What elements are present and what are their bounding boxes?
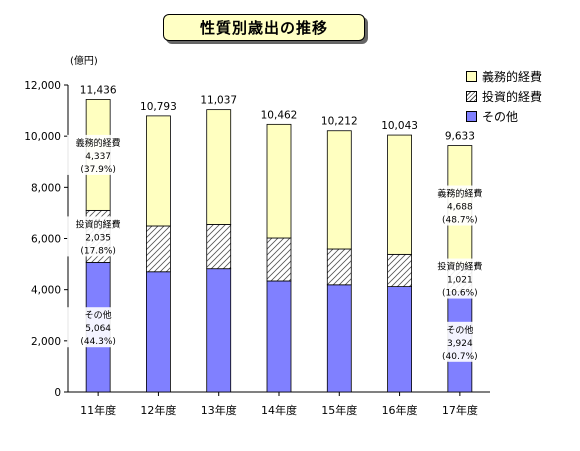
annotation-text: (10.6%)	[442, 289, 478, 299]
annotation-text: 4,688	[447, 203, 473, 213]
legend: 義務的経費 投資的経費 その他	[466, 66, 542, 126]
bar-segment-toshi	[387, 253, 412, 287]
annotation-bg	[67, 307, 130, 348]
bar-segment-toshi	[266, 237, 292, 282]
y-tick-label: 6,000	[31, 234, 61, 246]
annotation-gimu: 義務的経費 4,337 (37.9%)	[67, 134, 130, 175]
annotation-sonota: その他 5,064 (44.3%)	[67, 307, 130, 348]
x-tick-label: 14年度	[261, 403, 297, 417]
x-tick-label: 15年度	[321, 403, 357, 417]
bar-segment-gimu	[266, 123, 292, 239]
total-label: 9,633	[445, 131, 475, 143]
chart-title: 性質別歳出の推移	[163, 14, 365, 41]
bar-segment-toshi	[326, 248, 352, 286]
annotation-text: 5,064	[85, 324, 111, 334]
bar-segment-gimu	[206, 109, 232, 225]
legend-swatch-gimu	[466, 70, 477, 82]
legend-label-sonota: その他	[482, 109, 519, 124]
annotation-text: (17.8%)	[80, 246, 116, 256]
annotation-sonota: その他 3,924 (40.7%)	[428, 321, 491, 362]
x-tick-label: 11年度	[80, 403, 116, 417]
bar-segment-toshi	[206, 224, 232, 270]
legend-swatch-toshi	[466, 90, 477, 102]
bar-segment-gimu	[326, 130, 352, 250]
total-label: 10,043	[381, 120, 418, 132]
bar-segment-sonota	[206, 268, 232, 393]
annotation-text: 1,021	[447, 276, 473, 286]
total-label: 10,793	[140, 101, 177, 113]
bar-segment-sonota	[146, 271, 171, 393]
annotation-bg	[67, 134, 130, 175]
y-tick-label: 10,000	[24, 131, 61, 143]
annotation-gimu: 義務的経費 4,688 (48.7%)	[428, 185, 491, 226]
annotation-text: その他	[446, 324, 473, 336]
legend-label-gimu: 義務的経費	[482, 69, 543, 84]
legend-item-gimu: 義務的経費	[466, 66, 542, 86]
y-tick-label: 4,000	[31, 285, 61, 297]
bar-segment-gimu	[387, 134, 412, 255]
x-tick-label: 12年度	[140, 403, 176, 417]
legend-item-sonota: その他	[466, 106, 542, 126]
annotation-text: 投資的経費	[437, 261, 482, 273]
annotation-text: その他	[85, 309, 112, 321]
annotation-toshi: 投資的経費 1,021 (10.6%)	[428, 258, 491, 299]
annotation-text: (40.7%)	[442, 352, 478, 362]
bar-segment-toshi	[146, 225, 171, 273]
y-tick-label: 2,000	[31, 336, 61, 348]
y-tick-label: 12,000	[24, 80, 61, 92]
annotation-text: 2,035	[85, 233, 111, 243]
total-label: 11,436	[80, 84, 117, 96]
bar-segment-sonota	[387, 286, 412, 393]
annotation-text: 3,924	[447, 339, 473, 349]
legend-swatch-sonota	[466, 110, 477, 122]
y-tick-label: 8,000	[31, 182, 61, 194]
annotation-text: (44.3%)	[80, 337, 116, 347]
annotation-text: 投資的経費	[76, 218, 121, 230]
total-label: 11,037	[200, 95, 237, 107]
annotation-bg	[428, 185, 491, 226]
y-unit-label: (億円)	[70, 56, 98, 67]
annotation-text: (48.7%)	[442, 216, 478, 226]
annotation-text: 義務的経費	[437, 188, 482, 200]
x-tick-label: 17年度	[442, 403, 478, 417]
bar-segment-sonota	[326, 284, 352, 393]
annotation-text: (37.9%)	[80, 165, 116, 175]
total-label: 10,212	[321, 116, 358, 128]
annotation-toshi: 投資的経費 2,035 (17.8%)	[67, 216, 130, 257]
y-tick-label: 0	[54, 387, 61, 399]
annotation-bg	[428, 258, 491, 299]
annotation-bg	[428, 321, 491, 362]
x-tick-label: 16年度	[382, 403, 418, 417]
annotation-text: 4,337	[85, 152, 111, 162]
bar-segment-gimu	[146, 115, 171, 227]
annotation-text: 義務的経費	[76, 137, 121, 149]
legend-label-toshi: 投資的経費	[482, 89, 543, 104]
legend-item-toshi: 投資的経費	[466, 86, 542, 106]
bar-segment-sonota	[266, 280, 292, 393]
annotation-bg	[67, 216, 130, 257]
x-tick-label: 13年度	[201, 403, 237, 417]
total-label: 10,462	[261, 109, 298, 121]
